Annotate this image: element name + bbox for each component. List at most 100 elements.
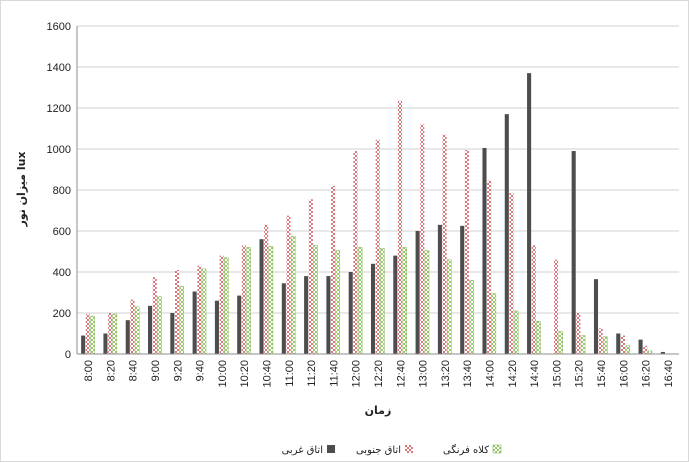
bar-south-room xyxy=(286,215,291,354)
bar-gazebo xyxy=(246,247,251,355)
bar-south-room xyxy=(487,180,492,354)
bar-south-room xyxy=(531,245,536,354)
bar-south-room xyxy=(331,185,336,354)
x-tick-label: 11:40 xyxy=(328,360,340,387)
bar-south-room xyxy=(375,139,380,354)
bar-south-room xyxy=(241,245,246,354)
bar-south-room xyxy=(85,314,90,354)
bar-west-room xyxy=(103,333,108,354)
x-tick-label: 14:20 xyxy=(507,360,519,388)
y-tick-label: 600 xyxy=(53,226,71,238)
bar-gazebo xyxy=(513,310,519,355)
bar-gazebo xyxy=(357,247,363,355)
legend-label-south-room: اتاق جنوبی xyxy=(356,445,401,456)
x-tick-label: 10:00 xyxy=(217,360,229,388)
x-tick-label: 11:20 xyxy=(306,360,318,387)
x-tick-label: 13:40 xyxy=(462,360,474,388)
bar-west-room xyxy=(81,335,86,354)
bar-west-room xyxy=(593,279,599,354)
x-tick-labels: 8:00 8:20 8:40 9:00 9:20 9:40 10:00 10:20 10:40 1… xyxy=(83,360,675,388)
bar-south-room xyxy=(174,269,180,354)
bar-south-room xyxy=(264,224,269,354)
bar-west-room xyxy=(304,276,309,354)
x-tick-label: 16:00 xyxy=(618,360,630,388)
bar-south-room xyxy=(509,193,514,354)
bar-west-room xyxy=(148,305,153,354)
bar-west-room xyxy=(370,263,376,354)
x-tick-label: 14:00 xyxy=(484,360,496,388)
bar-south-room xyxy=(130,299,135,354)
bars xyxy=(81,73,665,355)
bar-west-room xyxy=(125,320,130,354)
legend: کلاه فرنگی اتاق جنوبی اتاق غربی xyxy=(282,444,502,456)
bar-south-room xyxy=(420,124,425,355)
legend-label-west-room: اتاق غربی xyxy=(282,445,323,456)
y-tick-label: 1200 xyxy=(47,103,71,115)
bar-gazebo xyxy=(447,259,452,355)
x-tick-label: 13:20 xyxy=(440,360,452,388)
bar-west-room xyxy=(504,114,509,355)
bar-gazebo xyxy=(424,250,430,355)
bar-south-room xyxy=(108,313,113,354)
bar-gazebo xyxy=(90,315,95,355)
bar-gazebo xyxy=(134,306,140,355)
bar-gazebo xyxy=(157,296,162,355)
bar-south-room xyxy=(197,265,202,354)
bar-south-room xyxy=(554,259,559,354)
bar-gazebo xyxy=(268,246,274,355)
bar-south-room xyxy=(598,328,603,354)
bar-west-room xyxy=(638,339,643,354)
bar-gazebo xyxy=(290,235,296,355)
bar-south-room xyxy=(152,277,157,354)
bar-gazebo xyxy=(179,286,184,355)
bar-west-room xyxy=(259,239,264,354)
bar-west-room xyxy=(348,272,353,354)
x-axis-title: زمان xyxy=(365,404,392,417)
y-tick-label: 800 xyxy=(53,185,71,197)
bar-gazebo xyxy=(536,321,541,355)
bar-west-room xyxy=(437,224,442,354)
y-tick-label: 200 xyxy=(53,308,71,320)
bar-west-room xyxy=(237,295,242,354)
bar-south-room xyxy=(397,100,403,354)
bar-gazebo xyxy=(625,345,630,355)
x-tick-label: 15:20 xyxy=(574,360,586,388)
bar-gazebo xyxy=(558,331,563,355)
x-tick-label: 8:20 xyxy=(105,360,117,381)
bar-gazebo xyxy=(224,257,229,355)
bar-gazebo xyxy=(603,336,608,355)
x-tick-label: 9:40 xyxy=(195,360,207,381)
bar-west-room xyxy=(393,255,398,354)
bar-gazebo xyxy=(201,268,207,355)
y-tick-label: 0 xyxy=(65,349,71,361)
bar-west-room xyxy=(326,276,331,354)
x-tick-label: 12:20 xyxy=(373,360,385,388)
bar-west-room xyxy=(281,283,286,354)
legend-label-gazebo: کلاه فرنگی xyxy=(443,444,489,456)
bar-west-room xyxy=(170,313,175,354)
bar-west-room xyxy=(660,351,665,354)
bar-gazebo xyxy=(380,248,385,355)
x-tick-label: 8:40 xyxy=(128,360,140,381)
y-tick-label: 1000 xyxy=(47,144,71,156)
x-tick-label: 15:40 xyxy=(596,360,608,388)
x-tick-label: 15:00 xyxy=(551,360,563,388)
x-tick-label: 13:00 xyxy=(418,360,430,388)
bar-west-room xyxy=(482,147,487,354)
bar-west-room xyxy=(192,291,197,354)
bar-west-room xyxy=(460,225,465,354)
x-tick-label: 9:00 xyxy=(150,360,162,381)
x-tick-label: 10:40 xyxy=(262,360,274,388)
x-tick-label: 9:20 xyxy=(172,360,184,381)
bar-gazebo xyxy=(335,250,341,355)
bar-west-room xyxy=(527,73,532,355)
bar-south-room xyxy=(643,345,648,354)
y-tick-label: 1400 xyxy=(47,62,71,74)
y-tick-label: 400 xyxy=(53,267,71,279)
legend-swatch-west-room xyxy=(327,445,335,453)
x-tick-label: 16:40 xyxy=(663,360,675,388)
bar-gazebo xyxy=(402,247,407,355)
x-tick-label: 16:20 xyxy=(641,360,653,388)
